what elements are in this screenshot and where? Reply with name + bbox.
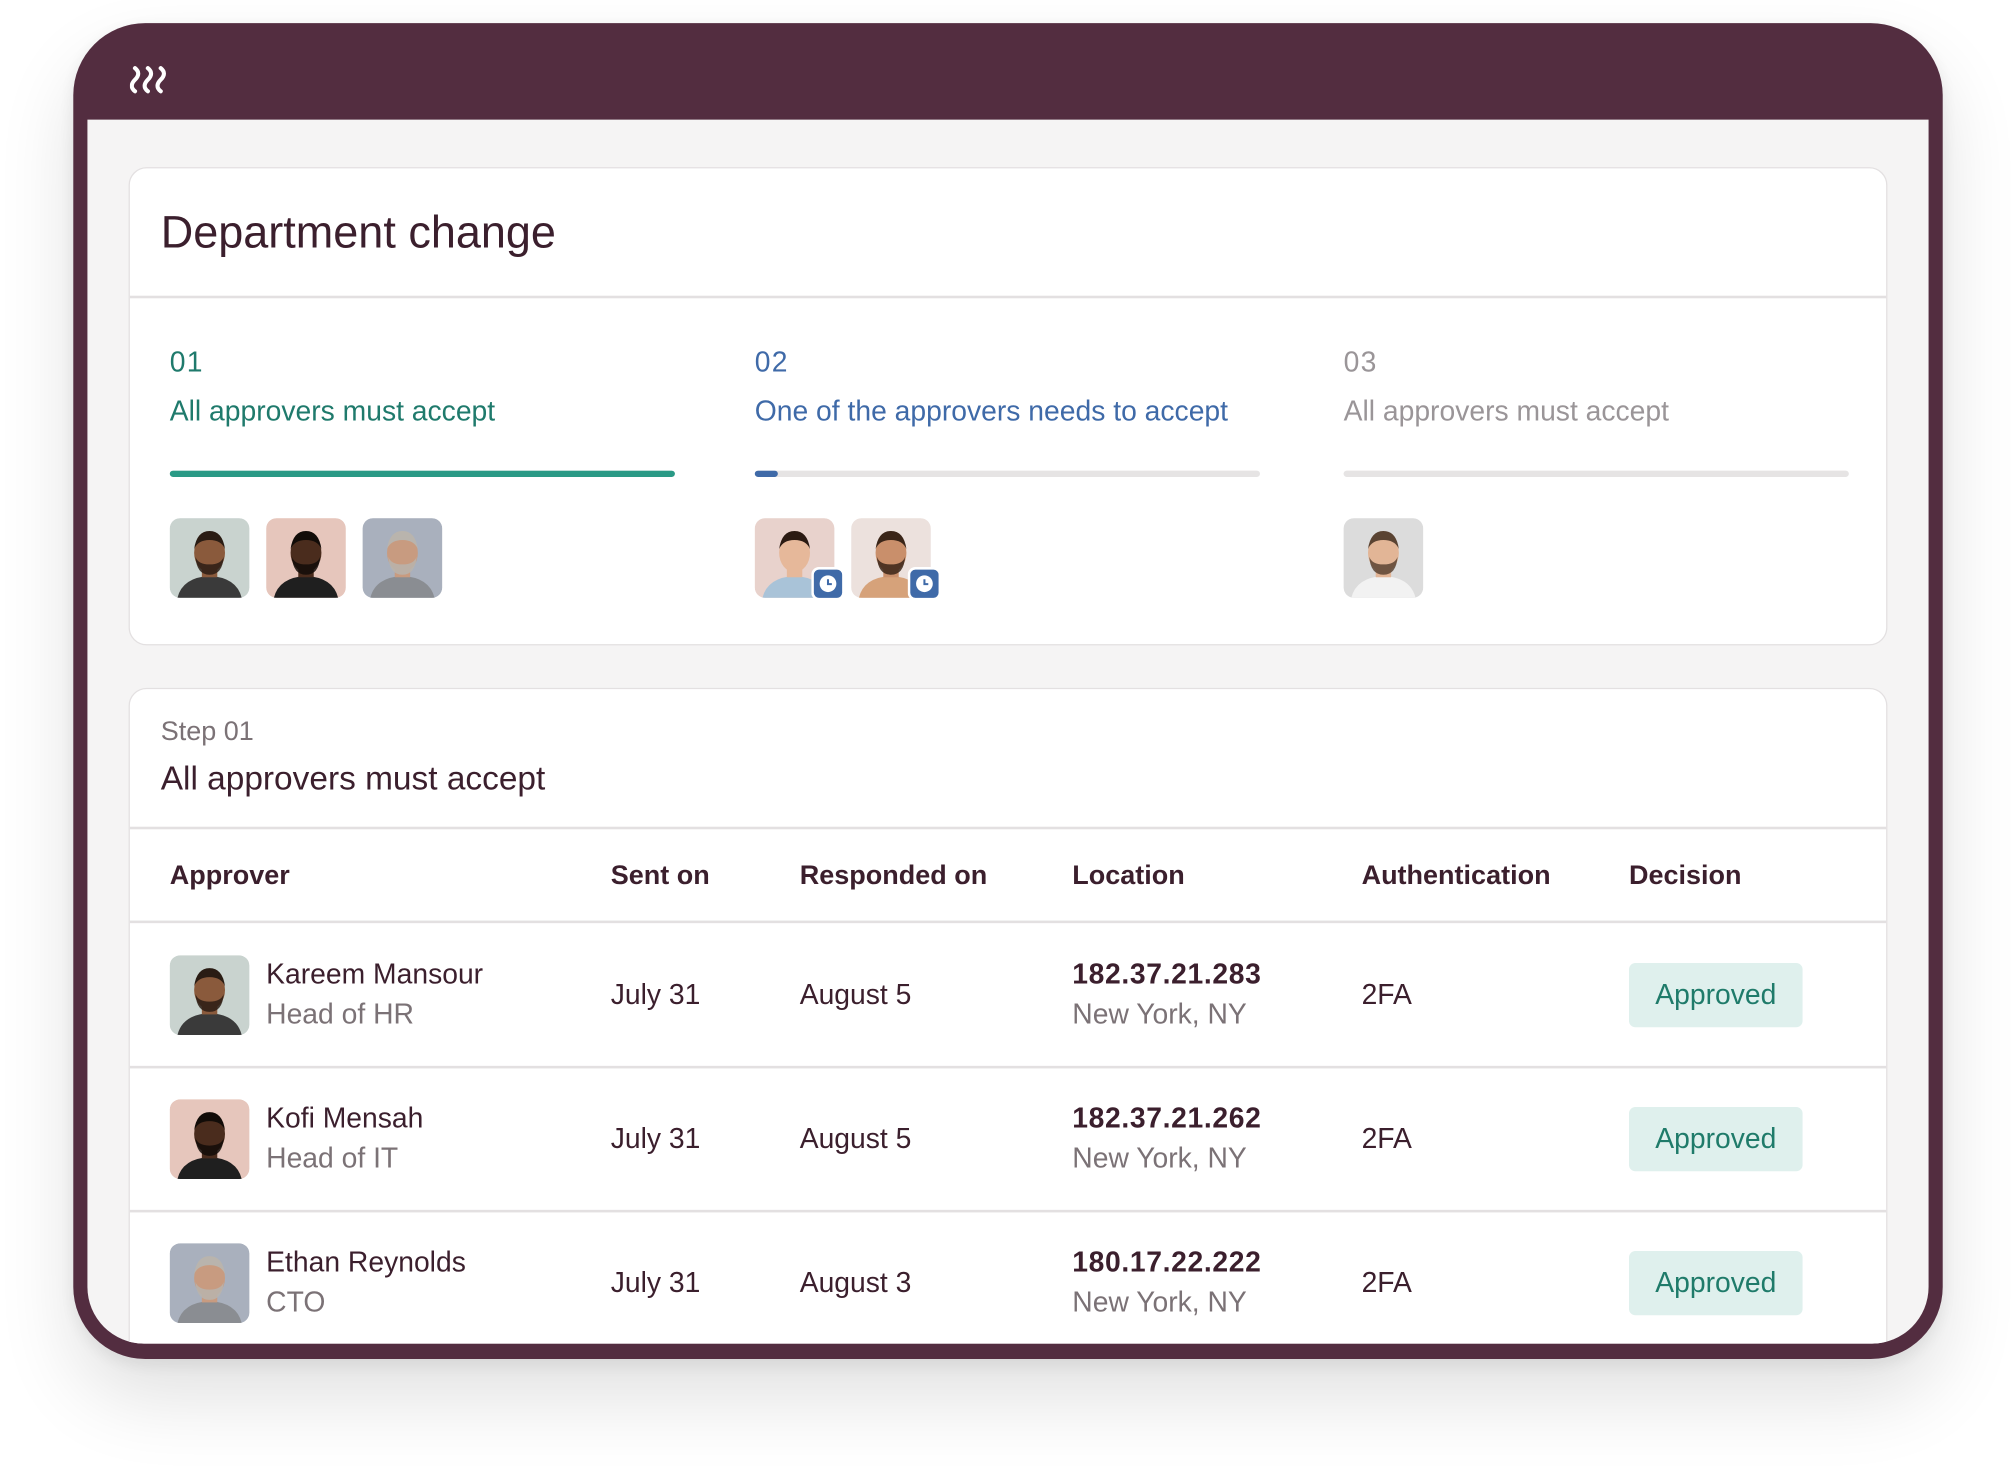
avatar-image (266, 518, 346, 598)
avatar (851, 518, 942, 601)
divider (129, 1065, 1887, 1068)
sent-on: July 31 (610, 1266, 701, 1299)
progress-bar (754, 470, 1260, 477)
responded-on: August 5 (799, 978, 912, 1011)
step-label: One of the approvers needs to accept (754, 394, 1229, 427)
sent-on: July 31 (610, 1122, 701, 1155)
ip-address: 182.37.21.262 (1072, 1101, 1262, 1134)
avatar (362, 518, 443, 598)
column-header: Authentication (1361, 860, 1551, 891)
step-label: All approvers must accept (169, 394, 496, 427)
ip-address: 180.17.22.222 (1072, 1245, 1262, 1278)
decision-badge: Approved (1628, 962, 1803, 1028)
responded-on: August 5 (799, 1122, 912, 1155)
step-number: 02 (754, 345, 789, 378)
location: New York, NY (1072, 1141, 1247, 1174)
avatar (1343, 518, 1424, 598)
responded-on: August 3 (799, 1266, 912, 1299)
progress-bar (169, 470, 675, 477)
divider (129, 826, 1887, 829)
step-number: 03 (1343, 345, 1378, 378)
avatar (169, 955, 250, 1035)
progress-bar (1343, 470, 1849, 477)
column-header: Responded on (799, 860, 988, 891)
step-number: 01 (169, 345, 204, 378)
step-title: All approvers must accept (160, 758, 546, 798)
approver-role: Head of IT (266, 1141, 399, 1174)
avatar (266, 518, 346, 598)
approver-name: Ethan Reynolds (266, 1245, 466, 1278)
step-label: Step 01 (160, 716, 254, 747)
approver-name: Kofi Mensah (266, 1101, 424, 1134)
column-header: Approver (169, 860, 290, 891)
avatar (754, 518, 845, 601)
pending-icon (907, 566, 942, 601)
avatar (169, 1099, 250, 1179)
ip-address: 182.37.21.283 (1072, 957, 1262, 990)
avatar-image (1343, 518, 1424, 598)
column-header: Location (1072, 860, 1185, 891)
location: New York, NY (1072, 997, 1247, 1030)
avatar (169, 1243, 250, 1323)
authentication: 2FA (1361, 1266, 1412, 1299)
avatar (169, 518, 250, 598)
avatar-image (169, 955, 250, 1035)
avatar-image (169, 518, 250, 598)
pending-icon (811, 567, 845, 601)
card-title: Department change (160, 207, 556, 258)
divider (129, 920, 1887, 923)
decision-badge: Approved (1628, 1250, 1803, 1316)
authentication: 2FA (1361, 1122, 1412, 1155)
location: New York, NY (1072, 1285, 1247, 1318)
decision-badge: Approved (1628, 1106, 1803, 1172)
content: Department change 01 All approvers must a… (87, 119, 1929, 1344)
sent-on: July 31 (610, 978, 701, 1011)
progress-fill (169, 470, 675, 477)
column-header: Sent on (610, 860, 710, 891)
avatar-image (169, 1099, 250, 1179)
approver-name: Kareem Mansour (266, 957, 484, 990)
device-frame: Department change 01 All approvers must a… (73, 23, 1943, 1359)
step-label: All approvers must accept (1343, 394, 1669, 427)
approver-role: CTO (266, 1285, 326, 1318)
avatar-image (169, 1243, 250, 1323)
progress-fill (754, 470, 778, 477)
authentication: 2FA (1361, 978, 1412, 1011)
approver-role: Head of HR (266, 997, 414, 1030)
avatar-image (362, 518, 443, 598)
logo (129, 66, 166, 94)
step-detail-card: Step 01 All approvers must accept Approv… (128, 687, 1888, 1344)
divider (129, 1209, 1887, 1212)
workflow-card: Department change 01 All approvers must a… (128, 167, 1888, 646)
column-header: Decision (1628, 860, 1742, 891)
divider (129, 295, 1887, 298)
